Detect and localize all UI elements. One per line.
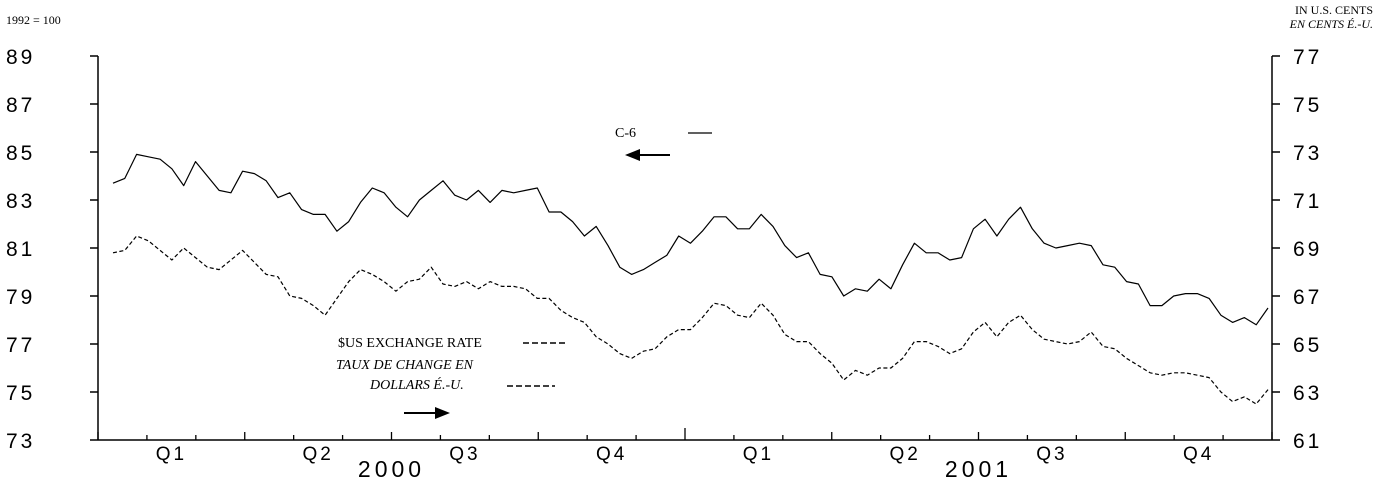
left-tick-label: 83 — [6, 190, 35, 213]
left-tick-label: 87 — [6, 94, 35, 117]
x-quarter-label: Q3 — [1036, 444, 1067, 465]
left-tick-label: 77 — [6, 334, 35, 357]
left-tick-label: 81 — [6, 238, 35, 261]
left-axis-ticks: 89 87 85 83 81 79 77 75 73 — [6, 46, 98, 453]
series-usd-exchange-rate-line — [112, 235, 1269, 405]
right-tick-label: 61 — [1293, 430, 1322, 453]
x-quarter-label: Q2 — [889, 444, 920, 465]
right-unit-label-en: IN U.S. CENTS — [1295, 3, 1373, 17]
x-quarter-label: Q1 — [743, 444, 774, 465]
right-tick-label: 63 — [1293, 382, 1322, 405]
right-tick-label: 69 — [1293, 238, 1322, 261]
right-tick-label: 67 — [1293, 286, 1322, 309]
x-quarter-label: Q3 — [449, 444, 480, 465]
left-tick-label: 79 — [6, 286, 35, 309]
x-quarter-label: Q2 — [302, 444, 333, 465]
x-year-label: 2001 — [945, 456, 1012, 480]
left-tick-label: 89 — [6, 46, 35, 69]
series-c6-line — [112, 153, 1269, 326]
right-axis-ticks: 77 75 73 71 69 67 65 63 61 — [1272, 46, 1322, 453]
legend-c6-label: C-6 — [615, 126, 636, 141]
x-quarter-label: Q4 — [1183, 444, 1214, 465]
right-tick-label: 71 — [1293, 190, 1322, 213]
left-unit-label: 1992 = 100 — [6, 13, 61, 27]
right-unit-label-fr: EN CENTS É.-U. — [1289, 17, 1373, 31]
x-quarter-label: Q1 — [156, 444, 187, 465]
legend-usd-label-fr-2: DOLLARS É.-U. — [369, 376, 464, 393]
right-tick-label: 77 — [1293, 46, 1322, 69]
left-tick-label: 85 — [6, 142, 35, 165]
right-tick-label: 65 — [1293, 334, 1322, 357]
right-tick-label: 73 — [1293, 142, 1322, 165]
series-layer — [112, 153, 1269, 405]
left-tick-label: 75 — [6, 382, 35, 405]
x-year-label: 2000 — [358, 456, 425, 480]
legend-usd-label-fr-1: TAUX DE CHANGE EN — [336, 358, 474, 373]
right-tick-label: 75 — [1293, 94, 1322, 117]
legend-usd-right-arrow — [404, 407, 450, 419]
legend-c6-left-arrow — [625, 149, 670, 161]
legend-usd-label-en: $US EXCHANGE RATE — [338, 336, 482, 351]
x-quarter-label: Q4 — [596, 444, 627, 465]
x-axis-ticks: Q1 Q2 Q3 Q4 Q1 Q2 Q3 Q4 2000 2001 — [97, 428, 1273, 480]
left-tick-label: 73 — [6, 430, 35, 453]
